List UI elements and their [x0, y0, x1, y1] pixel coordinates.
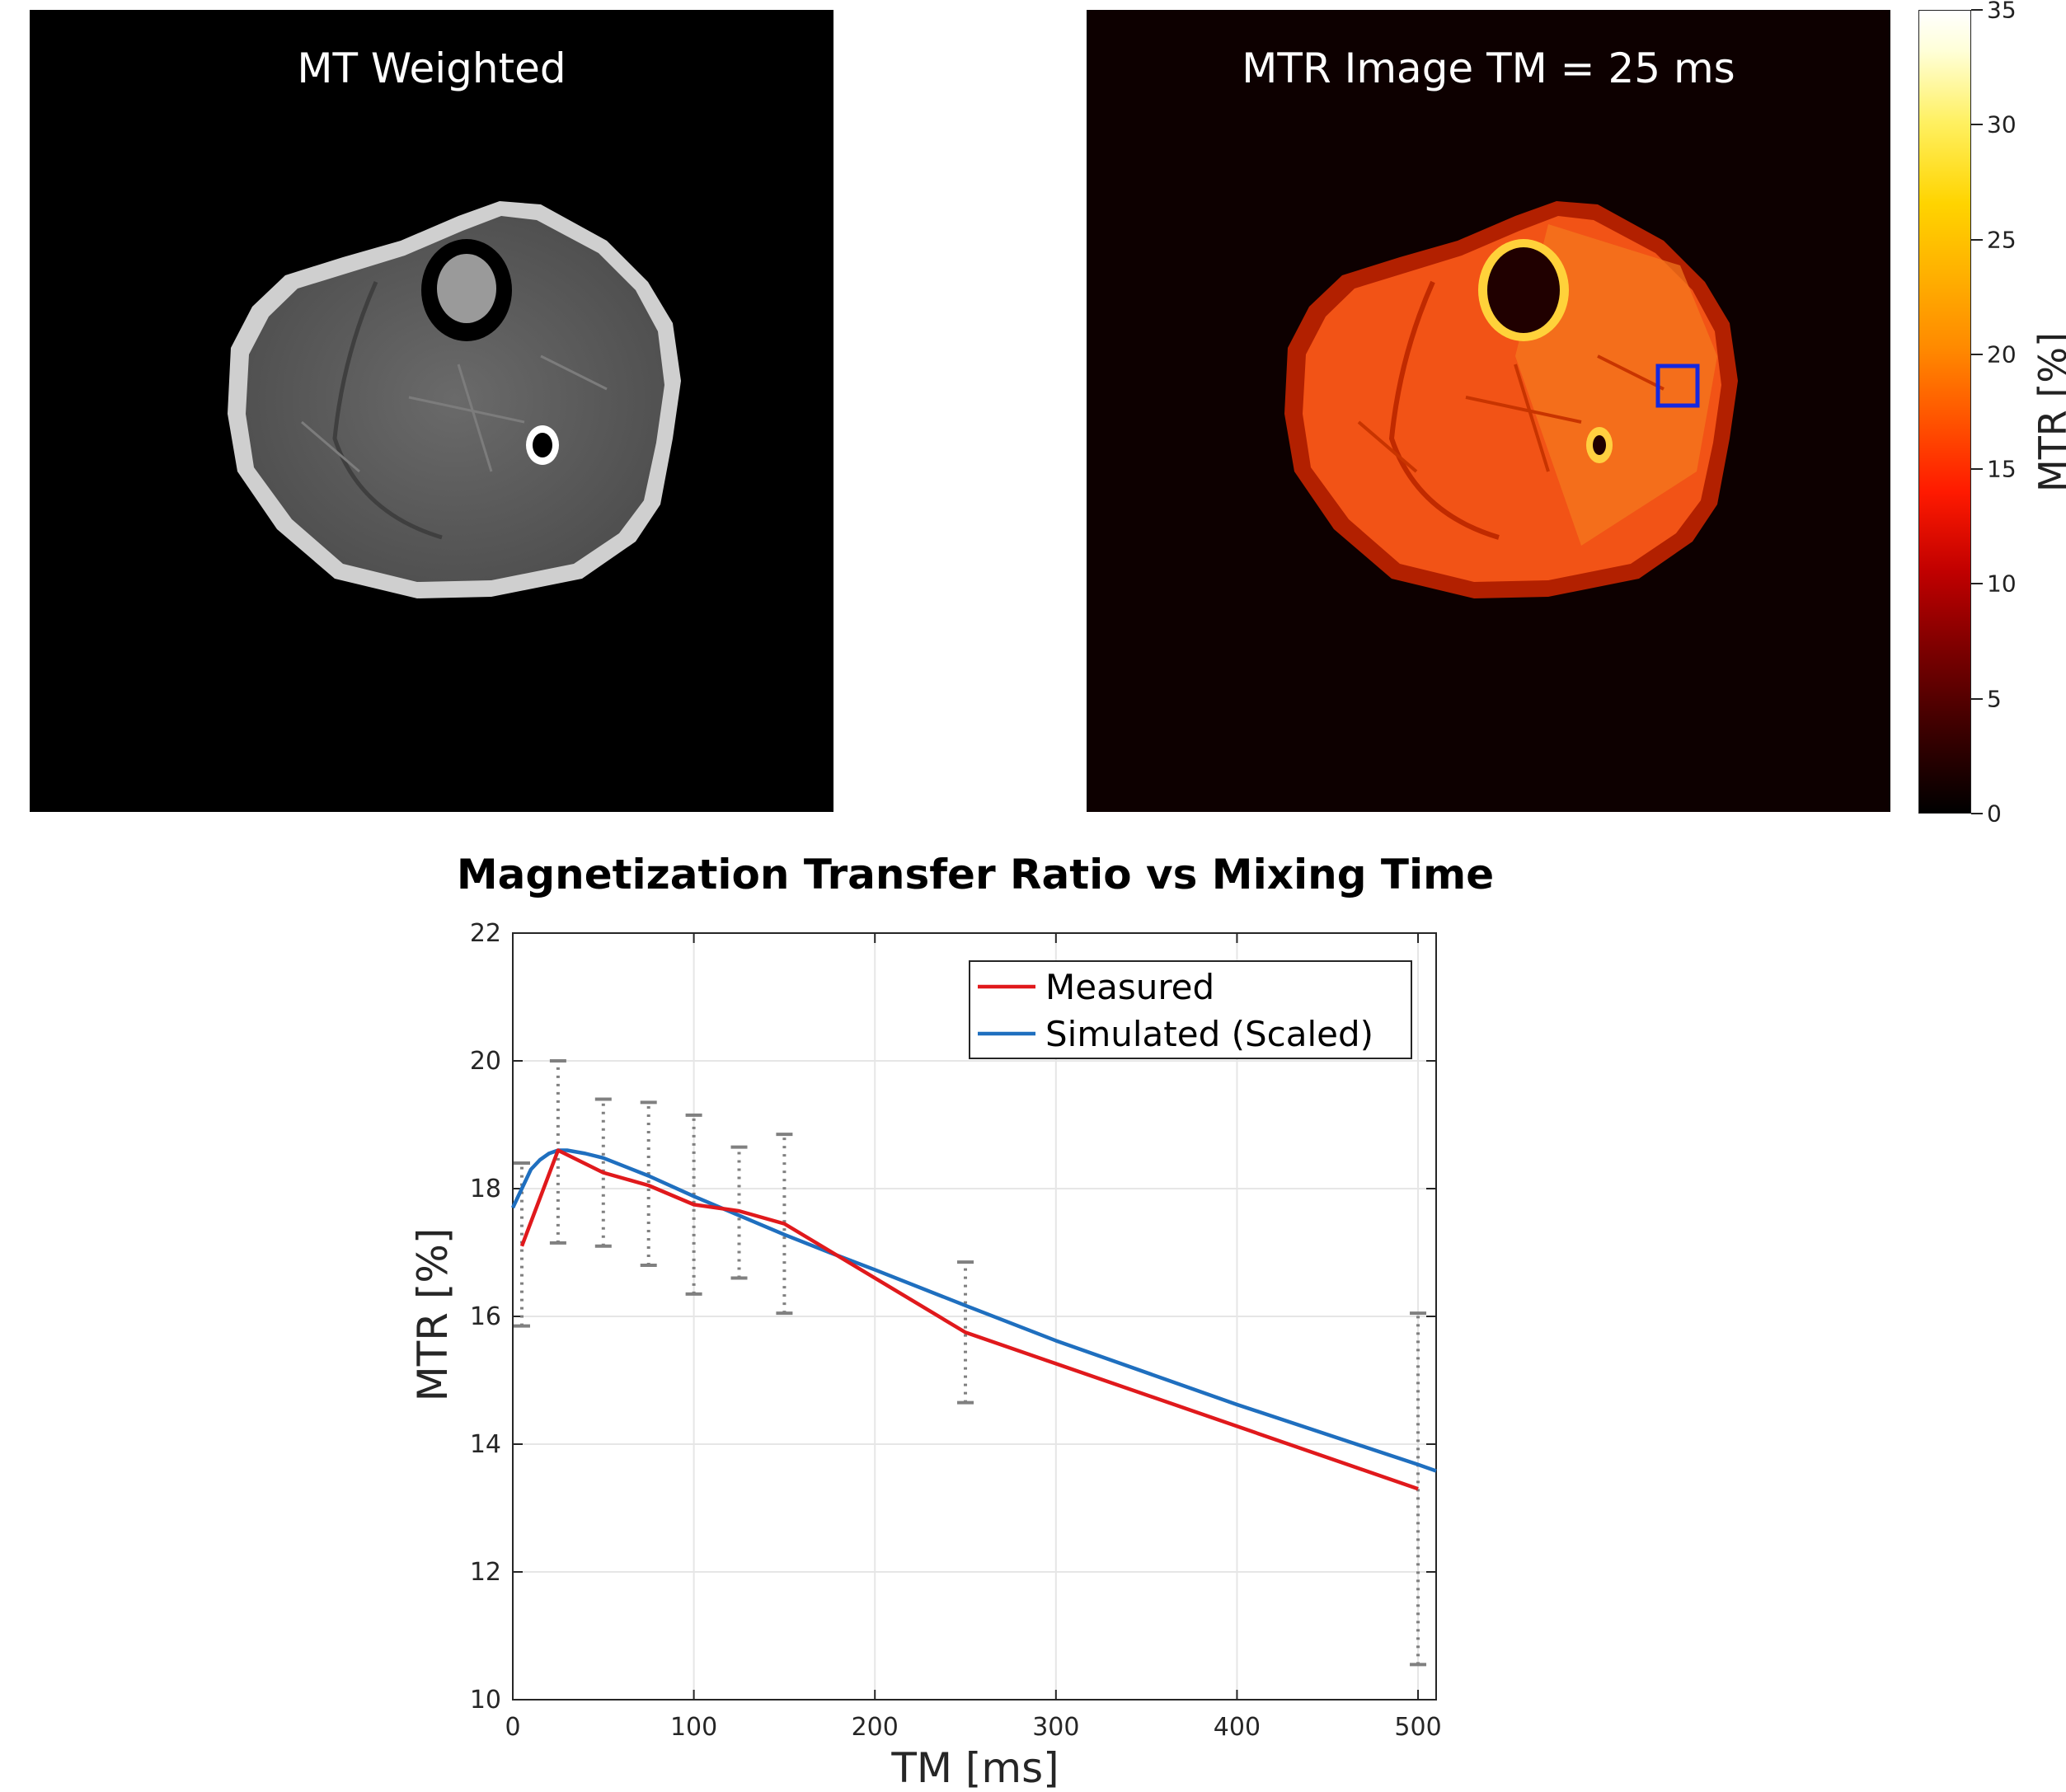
colorbar-tick-label: 30 [1987, 110, 2017, 138]
colorbar-tick-label: 25 [1987, 226, 2017, 254]
colorbar-tick-label: 35 [1987, 0, 2017, 24]
colorbar-tick [1971, 813, 1983, 814]
x-tick-label: 100 [670, 1713, 717, 1742]
x-tick-label: 400 [1214, 1713, 1261, 1742]
colorbar-tick [1971, 353, 1983, 355]
mt-weighted-title: MT Weighted [297, 45, 566, 92]
y-tick-label: 12 [470, 1558, 501, 1587]
mtr-colorbar [1918, 10, 1971, 814]
mt-weighted-image: MT Weighted [30, 10, 833, 812]
legend: Measured Simulated (Scaled) [969, 960, 1412, 1059]
colorbar-tick [1971, 124, 1983, 126]
simulated-line [510, 1148, 1437, 1473]
axes: 0 100 200 300 400 500 10 12 14 16 18 20 22 [470, 919, 1442, 1742]
legend-label-measured: Measured [1045, 967, 1214, 1007]
y-tick-label: 14 [470, 1430, 501, 1459]
y-tick-label: 22 [470, 919, 501, 948]
y-tick-label: 16 [470, 1302, 501, 1331]
x-tick-label: 0 [505, 1713, 520, 1742]
chart-title: Magnetization Transfer Ratio vs Mixing T… [457, 851, 1494, 898]
x-tick-label: 300 [1032, 1713, 1079, 1742]
y-axis-label: MTR [%] [409, 1228, 457, 1402]
roi-box [1655, 364, 1700, 408]
colorbar-tick [1971, 583, 1983, 585]
y-tick-label: 10 [470, 1686, 501, 1715]
colorbar-tick-label: 10 [1987, 570, 2017, 598]
y-tick-label: 18 [470, 1175, 501, 1203]
mtr-anatomy [1284, 201, 1738, 598]
colorbar-tick-label: 5 [1987, 685, 2002, 713]
colorbar-tick-label: 20 [1987, 340, 2017, 368]
legend-box [969, 960, 1412, 1059]
legend-label-simulated: Simulated (Scaled) [1045, 1014, 1373, 1054]
y-tick-label: 20 [470, 1047, 501, 1076]
colorbar-tick [1971, 238, 1983, 241]
x-axis-label: TM [ms] [890, 1744, 1059, 1792]
grid [513, 933, 1436, 1700]
x-tick-label: 200 [852, 1713, 899, 1742]
colorbar-tick [1971, 9, 1983, 11]
x-tick-label: 500 [1394, 1713, 1441, 1742]
mtr-image: MTR Image TM = 25 ms [1087, 10, 1890, 812]
series [510, 1148, 1437, 1491]
colorbar-tick-label: 15 [1987, 455, 2017, 483]
colorbar-label: MTR [%] [2031, 332, 2066, 492]
mtr-vs-tm-chart: Magnetization Transfer Ratio vs Mixing T… [409, 851, 1494, 1792]
colorbar-tick-label: 0 [1987, 800, 2002, 828]
colorbar-tick [1971, 468, 1983, 471]
mt-weighted-anatomy [228, 201, 681, 598]
measured-line [519, 1148, 1419, 1491]
colorbar-tick [1971, 697, 1983, 700]
mtr-image-title: MTR Image TM = 25 ms [1242, 45, 1735, 92]
